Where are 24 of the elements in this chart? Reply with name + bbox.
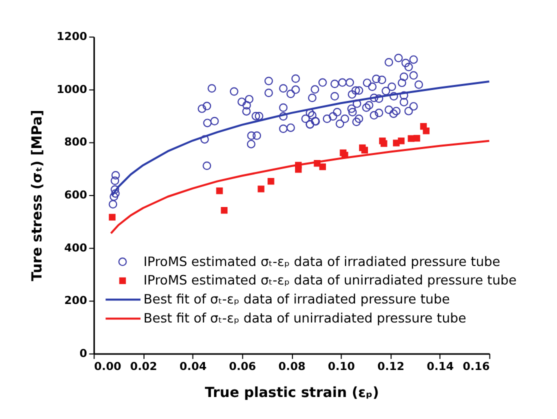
legend-label: Best fit of σₜ-εₚ data of unirradiated pressure tube bbox=[143, 312, 466, 327]
x-tick-label: 0.16 bbox=[462, 360, 490, 373]
x-tick-label: 0.08 bbox=[278, 360, 306, 373]
y-tick-label: 1000 bbox=[56, 82, 88, 96]
y-tick-label: 200 bbox=[64, 294, 88, 308]
x-tick-label: 0.06 bbox=[228, 360, 256, 373]
legend-label: Best fit of σₜ-εₚ data of irradiated pressure tube bbox=[143, 292, 450, 308]
x-tick-label: 0.10 bbox=[328, 360, 356, 373]
x-tick-label: 0.02 bbox=[130, 360, 158, 373]
x-tick-label: 0.00 bbox=[94, 360, 122, 373]
line-series bbox=[110, 140, 490, 234]
line-series bbox=[111, 80, 490, 196]
y-tick-label: 0 bbox=[80, 346, 88, 360]
legend-label: IProMS estimated σₜ-εₚ data of irradiated pressure tube bbox=[143, 254, 500, 270]
y-tick-label: 1200 bbox=[56, 30, 88, 44]
legend-label: IProMS estimated σₜ-εₚ data of unirradiated pressure tube bbox=[143, 274, 517, 289]
x-tick-label: 0.12 bbox=[377, 360, 404, 373]
x-tick-label: 0.14 bbox=[426, 360, 454, 373]
y-tick-label: 800 bbox=[64, 136, 88, 149]
x-axis-title: True plastic strain (εₚ) bbox=[204, 384, 379, 401]
y-axis-title: Ture stress (σₜ) [MPa] bbox=[30, 110, 46, 282]
x-tick-label: 0.04 bbox=[180, 360, 207, 373]
y-tick-label: 400 bbox=[64, 241, 88, 254]
y-tick-label: 600 bbox=[64, 188, 88, 202]
